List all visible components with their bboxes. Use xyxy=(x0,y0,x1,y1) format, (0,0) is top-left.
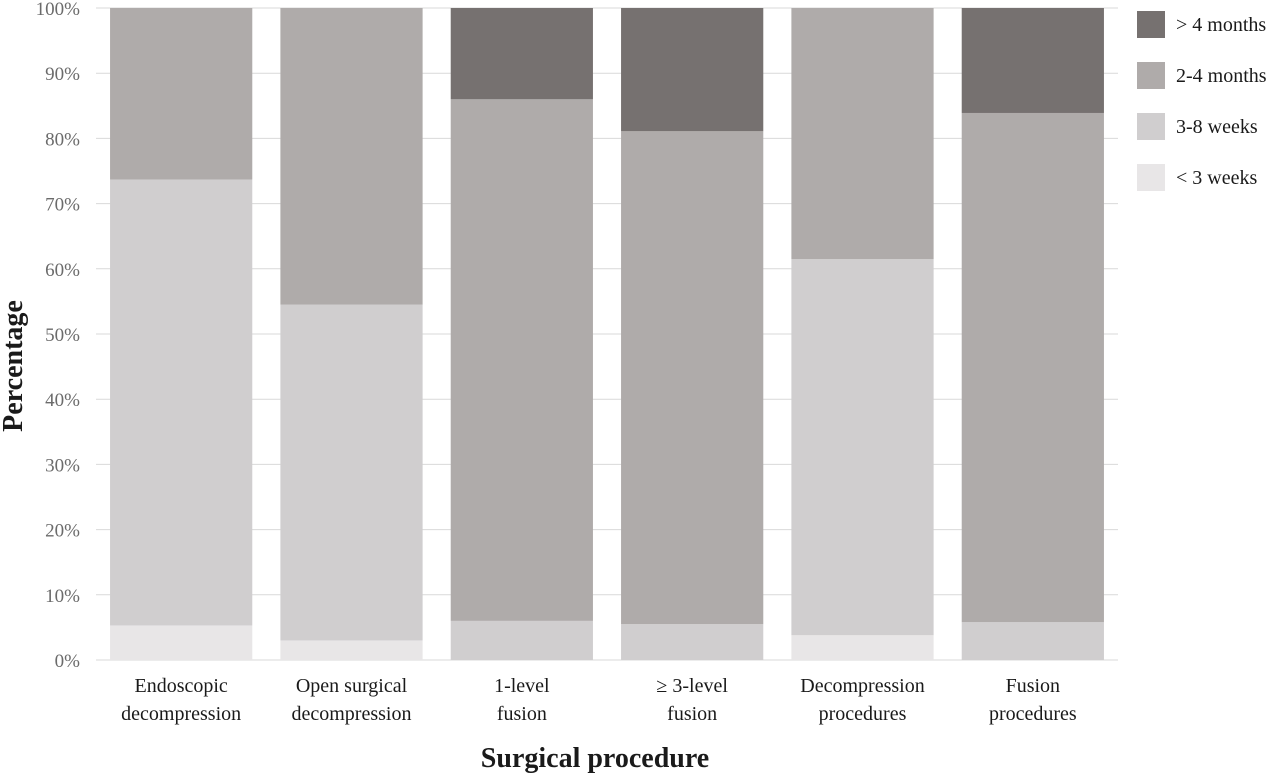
bar-segment xyxy=(961,112,1104,623)
y-tick-label: 80% xyxy=(45,129,80,150)
bar-segment xyxy=(450,8,593,100)
x-category-label: ≥ 3-level fusion xyxy=(656,675,728,725)
bar-segment xyxy=(280,8,423,305)
legend-swatch xyxy=(1137,11,1165,38)
x-category-label: 1-level fusion xyxy=(494,675,550,725)
y-tick-label: 50% xyxy=(45,325,80,346)
bar-segment xyxy=(791,259,934,636)
bar-segment xyxy=(621,624,764,660)
legend-label: 3-8 weeks xyxy=(1176,116,1258,138)
bar-segment xyxy=(110,179,253,626)
grid-layer xyxy=(96,7,1118,661)
bar-segment xyxy=(280,304,423,641)
x-category-label: Endoscopic decompression xyxy=(121,675,241,725)
bar-segment xyxy=(450,620,593,660)
x-category-label: Fusion procedures xyxy=(989,675,1077,725)
legend-label: 2-4 months xyxy=(1176,65,1267,87)
legend-swatch xyxy=(1137,113,1165,140)
y-axis-title: Percentage xyxy=(0,300,29,432)
y-tick-label: 90% xyxy=(45,64,80,85)
y-tick-label: 40% xyxy=(45,390,80,411)
bar-segment xyxy=(450,99,593,621)
legend-swatch xyxy=(1137,62,1165,89)
y-tick-label: 10% xyxy=(45,586,80,607)
y-tick-label: 20% xyxy=(45,521,80,542)
bar-segment xyxy=(110,625,253,660)
y-tick-label: 0% xyxy=(55,651,81,672)
bar-segment xyxy=(961,622,1104,660)
bar-segment xyxy=(791,635,934,660)
bar-segment xyxy=(110,8,253,180)
bar-segment xyxy=(791,8,934,260)
bar-segment xyxy=(621,131,764,625)
y-tick-labels: 0% 10% 20% 30% 40% 50% 60% 70% 80% 90% 100% xyxy=(36,0,81,672)
x-axis-title: Surgical procedure xyxy=(481,743,709,774)
bar-segment xyxy=(961,8,1104,113)
x-category-labels: Endoscopic decompression Open surgical deco… xyxy=(121,675,1077,725)
y-tick-label: 100% xyxy=(36,0,81,20)
legend: > 4 months 2-4 months 3-8 weeks < 3 weeks xyxy=(1137,11,1267,191)
legend-label: < 3 weeks xyxy=(1176,167,1257,189)
bar-segment xyxy=(621,8,764,132)
bar-segment xyxy=(280,640,423,660)
y-tick-label: 60% xyxy=(45,260,80,281)
y-tick-label: 70% xyxy=(45,195,80,216)
x-category-label: Decompression procedures xyxy=(800,675,924,725)
legend-swatch xyxy=(1137,164,1165,191)
bars-layer xyxy=(110,8,1104,660)
x-category-label: Open surgical decompression xyxy=(292,675,412,725)
y-tick-label: 30% xyxy=(45,455,80,476)
legend-label: > 4 months xyxy=(1176,14,1266,36)
